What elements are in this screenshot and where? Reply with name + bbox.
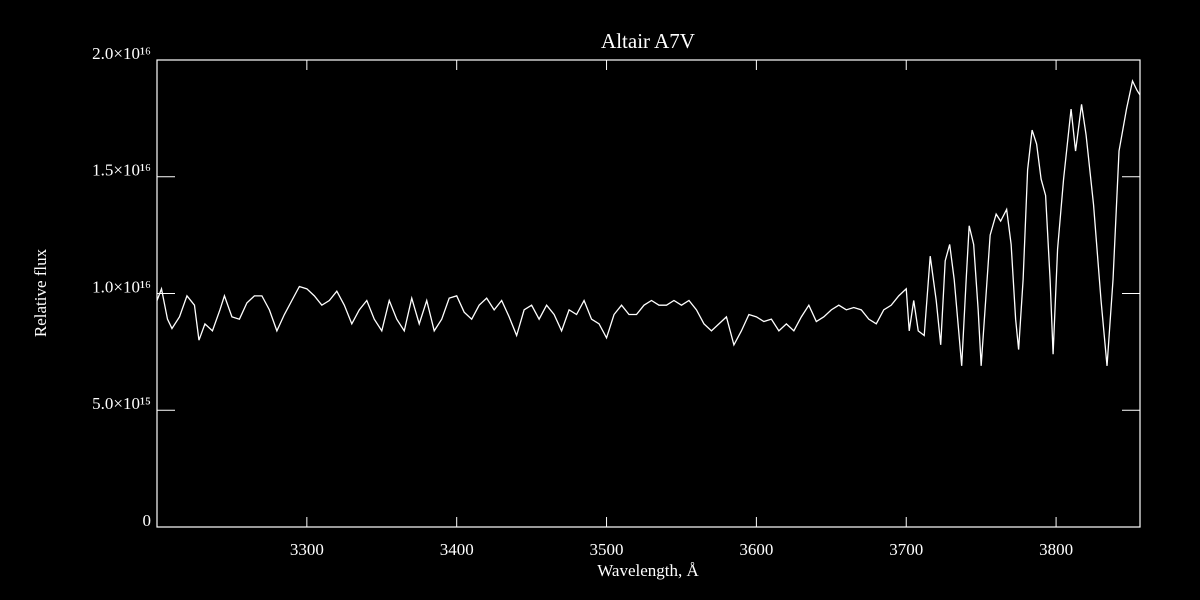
y-tick-label: 1.5×10¹⁶ [92, 161, 151, 180]
x-tick-label: 3800 [1039, 540, 1073, 559]
y-tick-label: 1.0×10¹⁶ [92, 277, 151, 296]
y-tick-label: 2.0×10¹⁶ [92, 44, 151, 63]
x-tick-label: 3300 [290, 540, 324, 559]
x-tick-label: 3500 [590, 540, 624, 559]
chart-title: Altair A7V [601, 29, 695, 53]
x-tick-label: 3600 [739, 540, 773, 559]
plot-frame [156, 59, 1141, 528]
y-axis-label: Relative flux [31, 248, 50, 337]
x-tick-label: 3700 [889, 540, 923, 559]
y-tick-label: 0 [143, 511, 152, 530]
x-axis-label: Wavelength, Å [597, 561, 699, 580]
y-tick-label: 5.0×10¹⁵ [92, 394, 151, 413]
spectrum-line [156, 79, 1141, 366]
x-tick-label: 3400 [440, 540, 474, 559]
